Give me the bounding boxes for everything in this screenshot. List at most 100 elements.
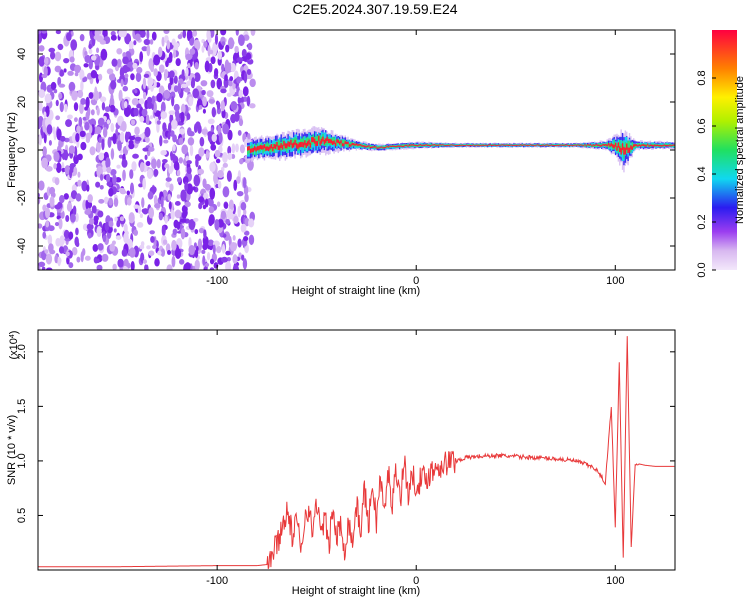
- signal-cell: [393, 145, 395, 149]
- noise-speckle: [59, 101, 64, 113]
- signal-cell: [305, 137, 307, 147]
- signal-cell: [262, 145, 264, 150]
- signal-cell: [384, 146, 387, 149]
- noise-speckle: [84, 209, 91, 215]
- noise-speckle: [75, 239, 79, 247]
- noise-speckle: [69, 162, 76, 168]
- noise-speckle: [133, 229, 139, 236]
- signal-cell: [535, 144, 537, 146]
- y-tick-label: 1.0: [16, 453, 28, 468]
- signal-cell: [312, 137, 314, 143]
- signal-cell: [596, 144, 599, 146]
- x-tick-label: -100: [206, 275, 228, 287]
- noise-speckle: [128, 212, 135, 224]
- noise-speckle: [141, 197, 145, 208]
- noise-speckle: [240, 202, 247, 211]
- signal-cell: [368, 145, 370, 147]
- noise-speckle: [225, 218, 231, 225]
- noise-speckle: [109, 104, 116, 113]
- noise-speckle: [163, 139, 169, 144]
- signal-cell: [316, 140, 319, 146]
- signal-cell: [316, 135, 319, 145]
- signal-cell: [456, 145, 458, 147]
- noise-speckle: [222, 186, 230, 198]
- signal-cell: [404, 144, 406, 146]
- signal-cell: [369, 146, 372, 149]
- noise-speckle: [81, 180, 88, 192]
- snr-frame: [37, 329, 676, 571]
- noise-speckle: [41, 157, 48, 169]
- noise-speckle: [216, 101, 221, 110]
- noise-speckle: [106, 166, 112, 174]
- signal-cell: [365, 144, 367, 148]
- noise-speckle: [171, 38, 176, 46]
- signal-cell: [490, 144, 493, 146]
- signal-cell: [621, 143, 624, 151]
- signal-cell: [665, 144, 667, 147]
- noise-speckle: [173, 103, 180, 112]
- signal-cell: [266, 141, 268, 149]
- signal-cell: [266, 146, 268, 151]
- noise-speckle: [142, 259, 148, 264]
- signal-cell: [462, 144, 465, 146]
- noise-speckle: [225, 250, 231, 256]
- signal-cell: [347, 141, 349, 145]
- noise-speckle: [106, 181, 113, 187]
- signal-cell: [482, 144, 484, 146]
- noise-speckle: [63, 193, 69, 200]
- noise-speckle: [235, 30, 239, 36]
- signal-cell: [588, 144, 590, 146]
- signal-cell: [429, 144, 431, 147]
- signal-cell: [578, 145, 581, 147]
- noise-speckle: [198, 104, 203, 110]
- signal-cell: [284, 143, 287, 149]
- signal-cell: [320, 138, 323, 144]
- noise-speckle: [119, 189, 127, 195]
- signal-cell: [531, 144, 533, 146]
- noise-speckle: [142, 147, 149, 152]
- signal-cell: [547, 144, 550, 146]
- signal-cell: [520, 144, 522, 146]
- signal-cell: [362, 145, 365, 147]
- signal-cell: [563, 145, 565, 147]
- noise-speckle: [138, 98, 145, 105]
- noise-speckle: [38, 56, 45, 67]
- noise-speckle: [96, 258, 100, 264]
- signal-cell: [460, 145, 462, 147]
- signal-cell: [437, 144, 440, 146]
- noise-speckle: [54, 65, 62, 73]
- snr-series-line: [38, 336, 675, 570]
- noise-speckle: [214, 149, 221, 158]
- signal-cell: [298, 142, 300, 148]
- noise-speckle: [79, 130, 86, 138]
- noise-speckle: [169, 130, 175, 137]
- signal-cell: [521, 145, 523, 147]
- noise-speckle: [146, 102, 153, 109]
- noise-speckle: [75, 193, 82, 202]
- signal-cell: [449, 144, 451, 146]
- signal-cell: [554, 145, 557, 147]
- noise-speckle: [63, 229, 70, 239]
- noise-speckle: [123, 223, 128, 234]
- signal-cell: [623, 147, 625, 155]
- noise-speckle: [112, 133, 117, 145]
- noise-speckle: [82, 223, 89, 231]
- signal-cell: [345, 141, 348, 147]
- signal-cell: [333, 137, 335, 144]
- noise-speckle: [43, 57, 49, 65]
- signal-cell: [522, 144, 525, 146]
- noise-speckle: [106, 68, 114, 75]
- noise-speckle: [145, 264, 149, 270]
- noise-speckle: [175, 58, 181, 67]
- noise-speckle: [111, 58, 118, 67]
- signal-cell: [479, 144, 482, 146]
- noise-speckle: [63, 68, 67, 73]
- noise-speckle: [134, 88, 138, 94]
- signal-cell: [670, 145, 673, 147]
- signal-cell: [291, 143, 294, 149]
- noise-speckle: [229, 62, 237, 73]
- noise-speckle: [85, 111, 90, 121]
- noise-speckle: [166, 39, 171, 50]
- signal-cell: [666, 144, 668, 147]
- noise-speckle: [177, 34, 183, 40]
